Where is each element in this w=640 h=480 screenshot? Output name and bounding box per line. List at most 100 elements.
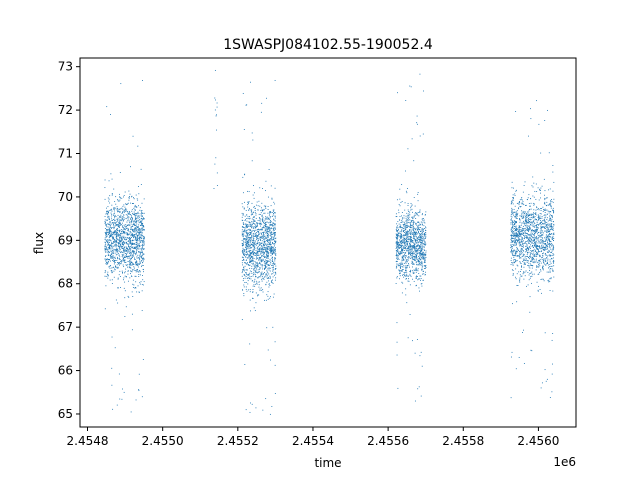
data-point [395,250,397,252]
data-point [262,235,264,237]
data-point [532,216,534,217]
data-point [275,249,276,251]
data-point [411,260,413,262]
data-point [268,222,270,224]
data-point [265,250,267,252]
data-point [134,204,136,206]
data-point [251,268,253,270]
data-point [257,254,259,256]
data-point [404,252,406,254]
data-point [259,256,260,258]
data-point [510,245,512,247]
data-point [128,220,130,222]
data-point [401,253,403,255]
data-point [265,218,267,220]
data-point [406,302,408,304]
data-point [107,258,109,260]
data-point [241,250,243,252]
data-point [262,252,264,254]
data-point [248,201,250,203]
data-point [523,240,524,242]
data-point [133,250,135,252]
data-point [529,255,531,257]
data-point [526,233,528,234]
data-point [132,279,134,281]
data-point [423,270,424,272]
data-point [266,255,267,257]
data-point [253,281,255,283]
data-point [396,247,398,248]
data-point [141,218,143,220]
data-point [260,111,262,113]
data-point [250,214,252,216]
data-point [416,245,418,247]
data-point [275,240,277,242]
data-point [518,232,520,234]
data-point [257,222,259,224]
data-point [528,279,530,281]
data-point [413,221,415,223]
data-point [511,249,513,251]
data-point [119,249,121,251]
data-point [405,230,407,232]
data-point [111,256,113,258]
data-point [108,180,110,182]
data-point [246,229,248,231]
data-point [409,253,411,254]
data-point [131,313,133,315]
data-point [273,209,275,211]
data-point [274,79,276,81]
data-point [395,283,397,284]
data-point [128,197,130,198]
data-point [246,220,248,222]
data-point [397,225,399,227]
data-point [119,234,120,236]
data-point [266,247,268,248]
data-point [129,260,131,262]
data-point [525,248,527,250]
data-point [397,251,399,253]
data-point [117,252,119,254]
data-point [269,212,271,214]
data-point [261,277,263,279]
data-point [275,257,277,259]
data-point [251,261,253,263]
data-point [531,241,533,243]
data-point [122,279,124,281]
data-point [398,265,400,267]
data-point [416,245,418,247]
data-point [138,236,140,238]
data-point [274,279,276,281]
data-point [136,229,138,231]
data-point [131,250,133,252]
data-point [407,219,409,221]
data-point [413,221,415,223]
data-point [417,240,418,242]
data-point [267,264,269,266]
data-point [422,229,424,231]
data-point [113,225,115,227]
data-point [247,233,249,235]
data-point [414,236,416,238]
data-point [250,310,251,312]
data-point [108,266,110,268]
data-point [107,249,109,251]
data-point [133,266,135,268]
data-point [253,254,255,256]
data-point [126,246,128,248]
data-point [248,225,250,227]
data-point [270,251,272,253]
data-point [130,241,132,243]
data-point [423,238,425,240]
data-point [127,243,129,245]
data-point [242,245,244,247]
data-point [254,261,256,262]
data-point [112,233,114,235]
data-point [266,273,267,275]
data-point [399,205,401,207]
data-point [130,166,131,168]
data-point [425,232,426,234]
data-point [534,226,536,228]
data-point [131,234,133,236]
data-point [247,254,249,256]
